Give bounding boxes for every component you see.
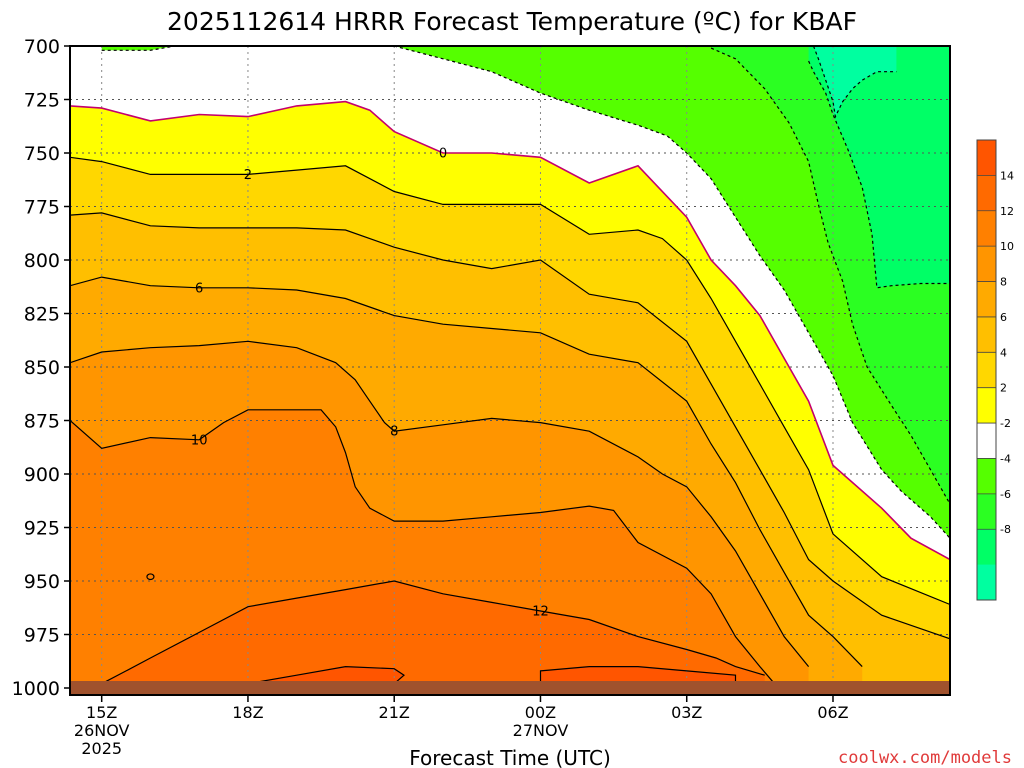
colorbar-swatch — [977, 316, 996, 353]
colorbar-swatch — [977, 493, 996, 530]
colorbar-tick-label: 14 — [1000, 169, 1014, 182]
plot-area — [70, 46, 950, 695]
x-tick-label: 06Z — [817, 703, 848, 722]
colorbar-tick-label: 6 — [1000, 311, 1007, 324]
colorbar-swatch — [977, 458, 996, 495]
y-tick-label: 900 — [24, 464, 60, 486]
contour-line-12 — [101, 580, 765, 685]
x-tick-label: 18Z — [232, 703, 263, 722]
y-tick-label: 925 — [24, 518, 60, 540]
contour-line--2 — [101, 46, 248, 51]
colorbar-swatch — [977, 352, 996, 389]
contour-loop — [146, 573, 155, 581]
contour-lines — [70, 46, 950, 687]
contour-label: 6 — [195, 281, 203, 296]
colorbar-tick-label: 12 — [1000, 205, 1014, 218]
x-tick-label: 21Z — [379, 703, 410, 722]
colorbar-tick-label: 10 — [1000, 240, 1014, 253]
colorbar-tick-label: -2 — [1000, 417, 1011, 430]
colorbar-swatch — [977, 387, 996, 424]
grid-lines — [70, 46, 950, 695]
y-axis: 700 725 750 775 800 825 850 875 900 925 950 975 1000 — [12, 36, 70, 700]
colorbar-swatch — [977, 210, 996, 247]
y-tick-label: 725 — [24, 90, 60, 112]
plot-frame — [69, 45, 951, 696]
colorbar-tick-label: 2 — [1000, 382, 1007, 395]
x-tick-label: 15Z — [86, 703, 117, 722]
contour-line-2 — [70, 156, 950, 606]
y-tick-label: 775 — [24, 197, 60, 219]
contour-labels: 0 2 6 8 10 12 — [191, 147, 549, 620]
contour-label: 10 — [191, 433, 208, 448]
colorbar-frame — [976, 139, 997, 601]
contour-label: 2 — [244, 168, 252, 183]
x-tick-label: 2025 — [81, 739, 122, 758]
colorbar-swatch — [977, 175, 996, 212]
x-tick-label: 03Z — [671, 703, 702, 722]
credit-text: coolwx.com/models — [838, 748, 1012, 768]
colorbar-tick-label: -8 — [1000, 523, 1011, 536]
colorbar-swatch — [977, 529, 996, 566]
band-fill — [101, 46, 248, 51]
colorbar-swatch — [977, 423, 996, 459]
colorbar-swatch — [977, 281, 996, 318]
x-tick-label: 00Z — [525, 703, 556, 722]
y-tick-label: 850 — [24, 357, 60, 379]
contour-line-6 — [70, 276, 863, 668]
x-tick-label: 26NOV — [74, 721, 130, 740]
x-axis-label: Forecast Time (UTC) — [409, 746, 611, 768]
colorbar-tick-label: 4 — [1000, 346, 1007, 359]
colorbar-swatch — [977, 564, 996, 601]
contour-label: 8 — [390, 425, 398, 440]
y-tick-label: 750 — [24, 143, 60, 165]
contour-label: 12 — [532, 604, 549, 619]
y-tick-label: 800 — [24, 250, 60, 272]
y-tick-label: 1000 — [12, 678, 60, 700]
colorbar: 14 12 10 8 6 4 2 -2 -4 -6 -8 — [976, 139, 1014, 601]
contour-line-0 — [70, 100, 950, 561]
ground-strip — [70, 681, 950, 695]
contour-label: 0 — [439, 147, 447, 162]
chart-title: 2025112614 HRRR Forecast Temperature (ºC… — [167, 7, 857, 36]
colorbar-swatch — [977, 246, 996, 283]
temperature-fills — [70, 46, 950, 695]
colorbar-tick-label: 8 — [1000, 276, 1007, 289]
y-tick-label: 875 — [24, 411, 60, 433]
contour-line--8 — [812, 46, 897, 119]
contour-line-8 — [70, 340, 810, 667]
contour-line-10 — [70, 409, 775, 685]
contour-line-4 — [70, 212, 950, 640]
y-tick-label: 950 — [24, 571, 60, 593]
y-tick-label: 700 — [24, 36, 60, 58]
colorbar-swatch — [977, 140, 996, 176]
y-tick-label: 975 — [24, 625, 60, 647]
y-tick-label: 825 — [24, 304, 60, 326]
x-tick-label: 27NOV — [513, 721, 569, 740]
band-fill — [808, 46, 950, 288]
band-fill — [813, 46, 897, 117]
colorbar-tick-label: -6 — [1000, 488, 1011, 501]
colorbar-tick-label: -4 — [1000, 452, 1011, 465]
